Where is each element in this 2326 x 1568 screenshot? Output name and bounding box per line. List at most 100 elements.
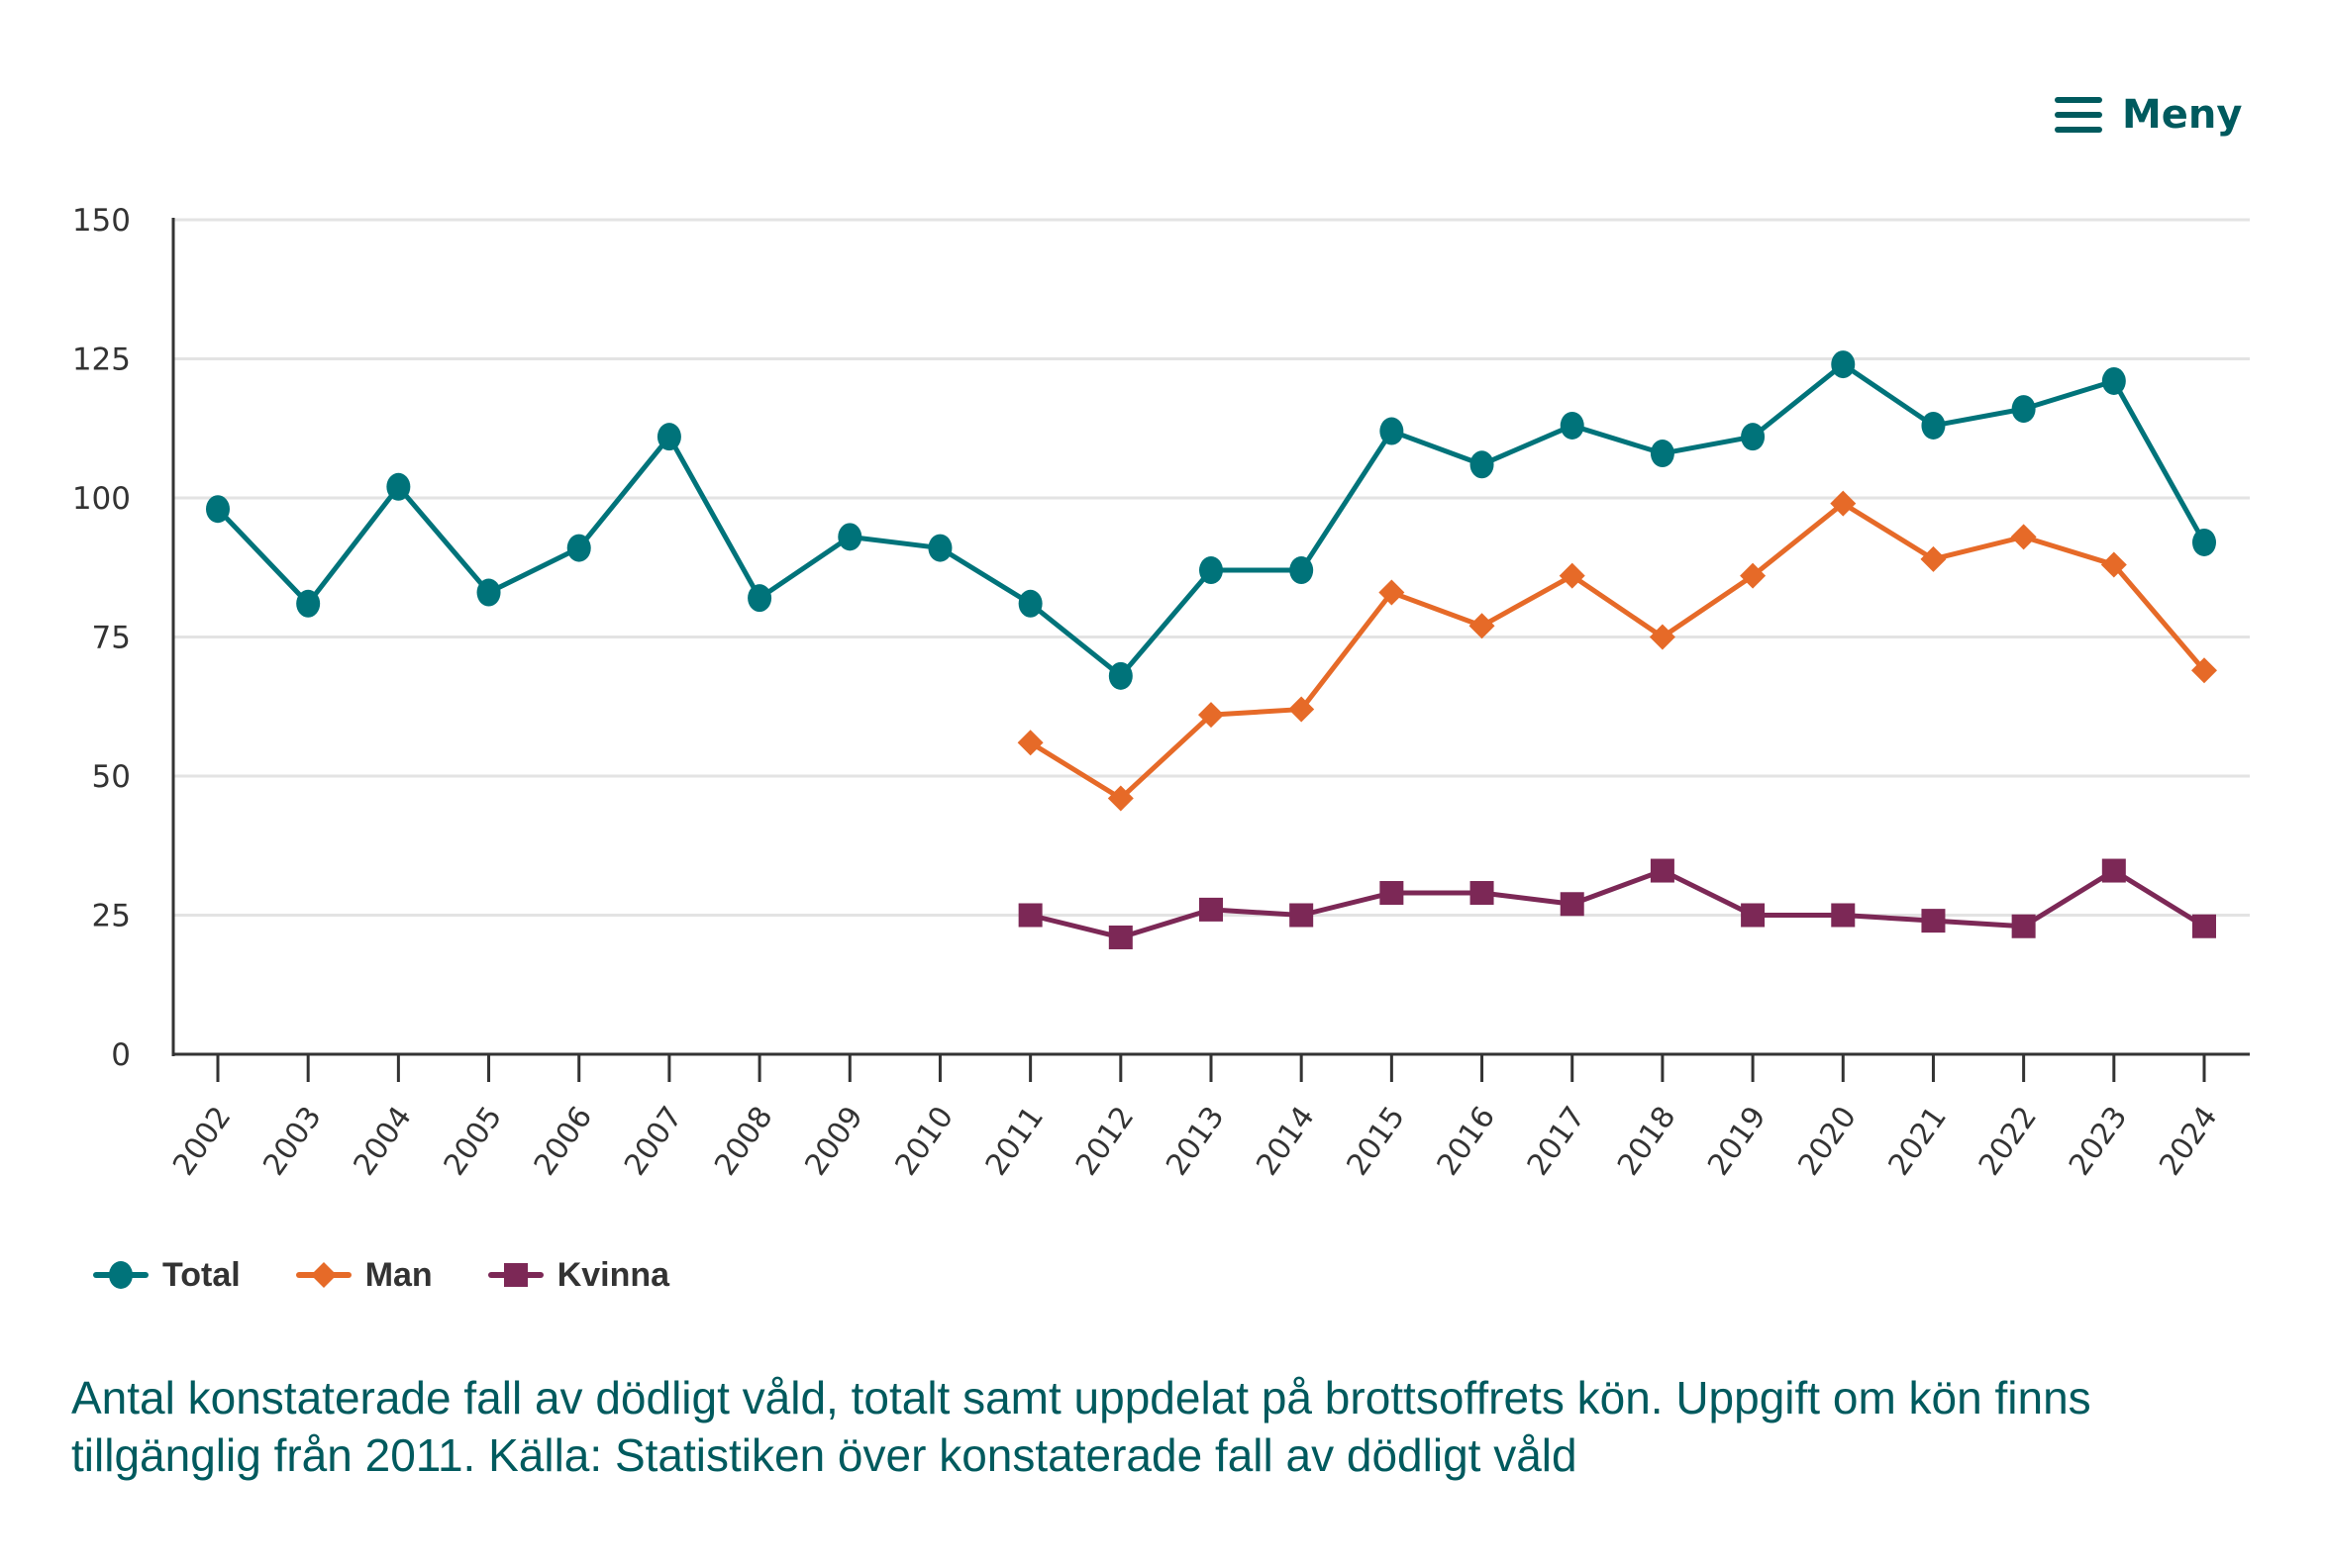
- x-tick-label: 2009: [798, 1101, 869, 1183]
- data-point-man: [1559, 562, 1585, 589]
- x-tick-label: 2021: [1882, 1101, 1954, 1183]
- data-point-total: [838, 523, 862, 551]
- data-point-man: [1740, 562, 1767, 589]
- line-chart: 0 25 50 75 100 125 150 2002 2003 2004 2005 2006 200…: [72, 203, 2250, 1183]
- data-point-total: [1831, 350, 1856, 379]
- data-point-total: [566, 534, 591, 562]
- data-point-total: [1650, 440, 1674, 468]
- data-point-man: [1378, 579, 1405, 606]
- data-point-total: [386, 472, 411, 501]
- data-point-man: [2010, 524, 2037, 550]
- data-point-total: [1379, 417, 1404, 445]
- diamond-marker-icon: [295, 1262, 352, 1288]
- legend-item-kvinna[interactable]: Kvinna: [487, 1255, 670, 1295]
- data-point-man: [1288, 696, 1315, 723]
- menu-button[interactable]: Meny: [2055, 87, 2242, 143]
- circle-marker-icon: [93, 1261, 149, 1289]
- data-point-total: [2192, 528, 2216, 556]
- data-point-total: [1018, 589, 1043, 618]
- legend-marker: [310, 1262, 337, 1288]
- data-point-total: [2011, 395, 2036, 424]
- data-point-kvinna: [2101, 858, 2126, 883]
- data-point-total: [657, 423, 681, 451]
- menu-label: Meny: [2122, 92, 2243, 138]
- data-point-man: [2191, 657, 2217, 684]
- x-tick-label: 2016: [1431, 1101, 1502, 1183]
- series-line-man: [1029, 501, 2206, 801]
- legend-item-total[interactable]: Total: [93, 1255, 241, 1295]
- data-point-man: [1468, 613, 1495, 639]
- series-line-kvinna: [1030, 868, 2206, 940]
- series-total: [206, 350, 2216, 690]
- data-point-kvinna: [1289, 903, 1314, 928]
- y-tick-label: 125: [72, 343, 131, 378]
- x-tick-label: 2004: [347, 1101, 418, 1183]
- x-tick-label: 2002: [166, 1101, 238, 1183]
- data-point-kvinna: [1741, 903, 1766, 928]
- legend-label: Kvinna: [556, 1255, 670, 1294]
- x-tick-label: 2010: [889, 1101, 961, 1183]
- x-tick-label: 2011: [979, 1101, 1051, 1183]
- x-tick-label: 2020: [1791, 1101, 1863, 1183]
- data-point-total: [1289, 556, 1314, 585]
- data-point-kvinna: [1921, 909, 1946, 933]
- data-point-total: [1108, 661, 1133, 690]
- data-point-kvinna: [1469, 881, 1494, 906]
- legend-label: Man: [364, 1255, 433, 1294]
- x-axis: 2002 2003 2004 2005 2006 2007 2008 2009 2010 2011…: [166, 1052, 2250, 1183]
- series-layer: [206, 350, 2217, 949]
- legend: Total Man Kvinna: [93, 1255, 669, 1295]
- data-point-total: [928, 534, 953, 562]
- data-point-man: [2100, 551, 2127, 578]
- x-tick-label: 2024: [2153, 1101, 2224, 1183]
- data-point-kvinna: [1108, 925, 1133, 949]
- data-point-kvinna: [1560, 892, 1584, 917]
- legend-label: Total: [162, 1255, 241, 1294]
- series-kvinna: [1018, 858, 2216, 949]
- data-point-kvinna: [1018, 903, 1043, 928]
- x-tick-label: 2005: [438, 1101, 509, 1183]
- data-point-man: [1830, 490, 1857, 517]
- data-point-total: [1469, 450, 1494, 479]
- data-point-kvinna: [1199, 897, 1223, 922]
- chart-caption: Antal konstaterade fall av dödligt våld,…: [71, 1372, 2091, 1481]
- data-point-total: [1560, 411, 1584, 440]
- data-point-man: [1649, 624, 1675, 650]
- y-tick-label: 50: [92, 759, 131, 795]
- x-tick-label: 2003: [256, 1101, 328, 1183]
- x-tick-label: 2012: [1069, 1101, 1141, 1183]
- data-point-kvinna: [2011, 914, 2036, 938]
- y-tick-label: 0: [111, 1037, 131, 1073]
- data-point-total: [748, 584, 772, 613]
- data-point-total: [296, 589, 321, 618]
- data-point-man: [1920, 545, 1947, 572]
- x-tick-label: 2014: [1250, 1101, 1321, 1183]
- data-point-total: [476, 578, 501, 607]
- data-point-kvinna: [1379, 881, 1404, 906]
- hamburger-menu-icon: [2055, 97, 2102, 133]
- data-point-total: [1741, 423, 1766, 451]
- x-tick-label: 2013: [1160, 1101, 1231, 1183]
- legend-marker: [503, 1263, 528, 1287]
- data-point-total: [206, 495, 230, 524]
- y-tick-label: 25: [92, 899, 131, 934]
- x-tick-label: 2006: [528, 1101, 599, 1183]
- y-tick-label: 100: [72, 481, 131, 517]
- series-line-total: [216, 361, 2207, 679]
- y-axis: 0 25 50 75 100 125 150: [72, 203, 175, 1073]
- data-point-man: [1198, 702, 1224, 729]
- x-tick-label: 2023: [2063, 1101, 2134, 1183]
- y-tick-label: 150: [72, 203, 131, 239]
- data-point-total: [1199, 556, 1223, 585]
- x-tick-label: 2015: [1340, 1101, 1411, 1183]
- data-point-kvinna: [1650, 858, 1674, 883]
- x-tick-label: 2008: [708, 1101, 779, 1183]
- legend-marker: [109, 1261, 133, 1289]
- legend-item-man[interactable]: Man: [295, 1255, 433, 1295]
- series-man: [1017, 490, 2217, 812]
- y-tick-label: 75: [92, 621, 131, 656]
- data-point-man: [1017, 730, 1044, 756]
- data-point-total: [1921, 411, 1946, 440]
- data-point-man: [1107, 785, 1134, 812]
- x-tick-label: 2018: [1611, 1101, 1682, 1183]
